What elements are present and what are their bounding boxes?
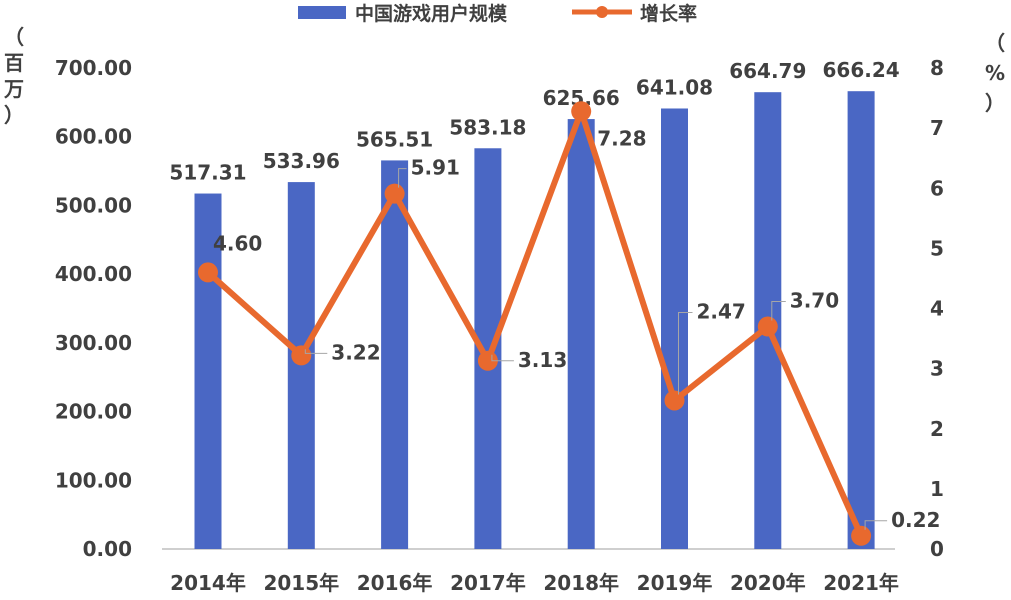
bar-data-label: 641.08 xyxy=(636,75,713,99)
legend: 中国游戏用户规模 增长率 xyxy=(298,2,697,25)
y-axis-right-title: （ % ） xyxy=(985,31,1005,115)
x-tick-label: 2017年 xyxy=(450,571,526,595)
bar xyxy=(381,160,409,549)
legend-swatch-bar xyxy=(298,6,346,19)
y-left-title-char: 百 xyxy=(4,51,24,75)
data-label-leader xyxy=(771,301,786,321)
growth-rate-point xyxy=(851,525,872,546)
bar-data-label: 533.96 xyxy=(263,149,340,173)
x-tick-label: 2019年 xyxy=(637,571,713,595)
y-left-tick-label: 0.00 xyxy=(83,537,132,561)
bar-data-label: 664.79 xyxy=(729,59,806,83)
y-left-tick-label: 200.00 xyxy=(55,400,132,424)
growth-rate-line xyxy=(206,108,864,537)
bar xyxy=(194,193,222,550)
y-left-tick-label: 500.00 xyxy=(55,193,132,217)
bar xyxy=(847,91,875,550)
legend-label-line: 增长率 xyxy=(640,2,697,25)
y-right-tick-label: 5 xyxy=(930,236,944,260)
growth-rate-data-label: 3.13 xyxy=(518,348,567,372)
growth-rate-data-label: 0.22 xyxy=(891,508,940,532)
y-right-tick-label: 3 xyxy=(930,357,944,381)
x-tick-label: 2014年 xyxy=(170,571,246,595)
growth-rate-data-labels: 4.60 3.22 5.91 3.13 7.28 2.47 3.70 0.22 xyxy=(213,126,940,531)
data-label-leader xyxy=(398,168,407,188)
y-right-tick-label: 7 xyxy=(930,116,944,140)
bar xyxy=(287,182,315,549)
bar-data-label: 517.31 xyxy=(169,161,246,185)
growth-rate-point xyxy=(291,345,312,366)
y-right-tick-label: 0 xyxy=(930,537,944,561)
data-label-leader xyxy=(864,520,888,530)
legend-swatch-marker xyxy=(596,6,608,18)
growth-rate-data-label: 2.47 xyxy=(697,299,746,323)
bar xyxy=(567,119,595,549)
growth-rate-point xyxy=(198,262,218,283)
x-tick-label: 2016年 xyxy=(357,571,433,595)
growth-rate-point xyxy=(664,390,685,411)
y-left-tick-label: 400.00 xyxy=(55,262,132,286)
y-right-title-char: % xyxy=(985,61,1005,85)
y-axis-right: 0 1 2 3 4 5 6 7 8 xyxy=(930,56,944,561)
bar-series xyxy=(194,91,875,550)
growth-rate-data-label: 4.60 xyxy=(213,231,262,255)
growth-rate-data-label: 7.28 xyxy=(597,126,646,150)
y-left-title-char: 万 xyxy=(3,77,24,101)
growth-rate-series xyxy=(198,101,872,546)
y-right-tick-label: 1 xyxy=(930,477,944,501)
growth-rate-point xyxy=(384,183,405,204)
x-tick-label: 2015年 xyxy=(263,571,339,595)
x-tick-label: 2018年 xyxy=(543,571,619,595)
y-right-title-char: ） xyxy=(985,91,1005,115)
x-tick-label: 2020年 xyxy=(730,571,806,595)
growth-rate-point xyxy=(477,350,498,371)
x-axis: 2014年 2015年 2016年 2017年 2018年 2019年 2020年 2021年 xyxy=(170,571,899,595)
y-left-tick-label: 300.00 xyxy=(55,331,132,355)
data-label-leader xyxy=(678,311,693,395)
y-right-tick-label: 8 xyxy=(930,56,944,80)
legend-label-bar: 中国游戏用户规模 xyxy=(355,2,508,25)
y-left-title-char: （ xyxy=(4,25,24,49)
y-left-tick-label: 700.00 xyxy=(55,56,132,80)
y-right-tick-label: 2 xyxy=(930,417,944,441)
data-label-leader xyxy=(304,349,328,354)
y-axis-left: 0.00 100.00 200.00 300.00 400.00 500.00 600.00… xyxy=(55,56,132,561)
bar-data-label: 666.24 xyxy=(823,58,900,82)
growth-rate-data-label: 5.91 xyxy=(411,156,460,180)
growth-rate-data-label: 3.70 xyxy=(790,289,839,313)
bar-data-label: 583.18 xyxy=(449,115,526,139)
y-left-title-char: ） xyxy=(4,103,24,127)
bar xyxy=(661,108,688,550)
y-right-tick-label: 4 xyxy=(930,297,944,321)
growth-rate-point xyxy=(757,316,778,337)
growth-rate-point xyxy=(571,101,592,122)
x-tick-label: 2021年 xyxy=(823,571,899,595)
y-axis-left-title: （ 百 万 ） xyxy=(3,25,24,127)
y-right-tick-label: 6 xyxy=(930,176,944,200)
data-label-leader xyxy=(491,354,514,362)
y-right-title-char: （ xyxy=(985,31,1005,55)
y-left-tick-label: 600.00 xyxy=(55,125,132,149)
growth-rate-data-label: 3.22 xyxy=(331,340,380,364)
bar-data-label: 565.51 xyxy=(356,127,433,151)
y-left-tick-label: 100.00 xyxy=(55,468,132,492)
